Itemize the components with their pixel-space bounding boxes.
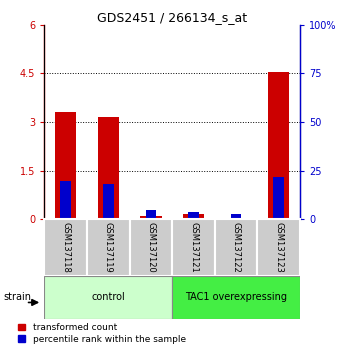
Bar <box>146 210 156 219</box>
Bar <box>273 177 284 219</box>
Text: GSM137121: GSM137121 <box>189 222 198 273</box>
Bar <box>44 219 87 276</box>
Legend: transformed count, percentile rank within the sample: transformed count, percentile rank withi… <box>18 323 186 344</box>
Text: GSM137123: GSM137123 <box>274 222 283 273</box>
Bar <box>103 184 114 219</box>
Bar <box>130 219 172 276</box>
Bar <box>87 219 130 276</box>
Bar <box>172 276 300 319</box>
Bar <box>268 72 290 219</box>
Bar <box>231 213 241 219</box>
Bar <box>55 113 76 219</box>
Text: GSM137118: GSM137118 <box>61 222 70 273</box>
Bar <box>172 219 215 276</box>
Text: TAC1 overexpressing: TAC1 overexpressing <box>185 292 287 302</box>
Text: GSM137122: GSM137122 <box>232 222 241 273</box>
Title: GDS2451 / 266134_s_at: GDS2451 / 266134_s_at <box>97 11 247 24</box>
Text: strain: strain <box>3 292 31 302</box>
Bar <box>60 181 71 219</box>
Text: GSM137119: GSM137119 <box>104 222 113 273</box>
Bar <box>98 117 119 219</box>
Bar <box>257 219 300 276</box>
Bar <box>188 212 199 219</box>
Text: GSM137120: GSM137120 <box>146 222 155 273</box>
Bar <box>44 276 172 319</box>
Bar <box>183 213 204 219</box>
Text: control: control <box>91 292 125 302</box>
Bar <box>140 216 162 219</box>
Bar <box>215 219 257 276</box>
